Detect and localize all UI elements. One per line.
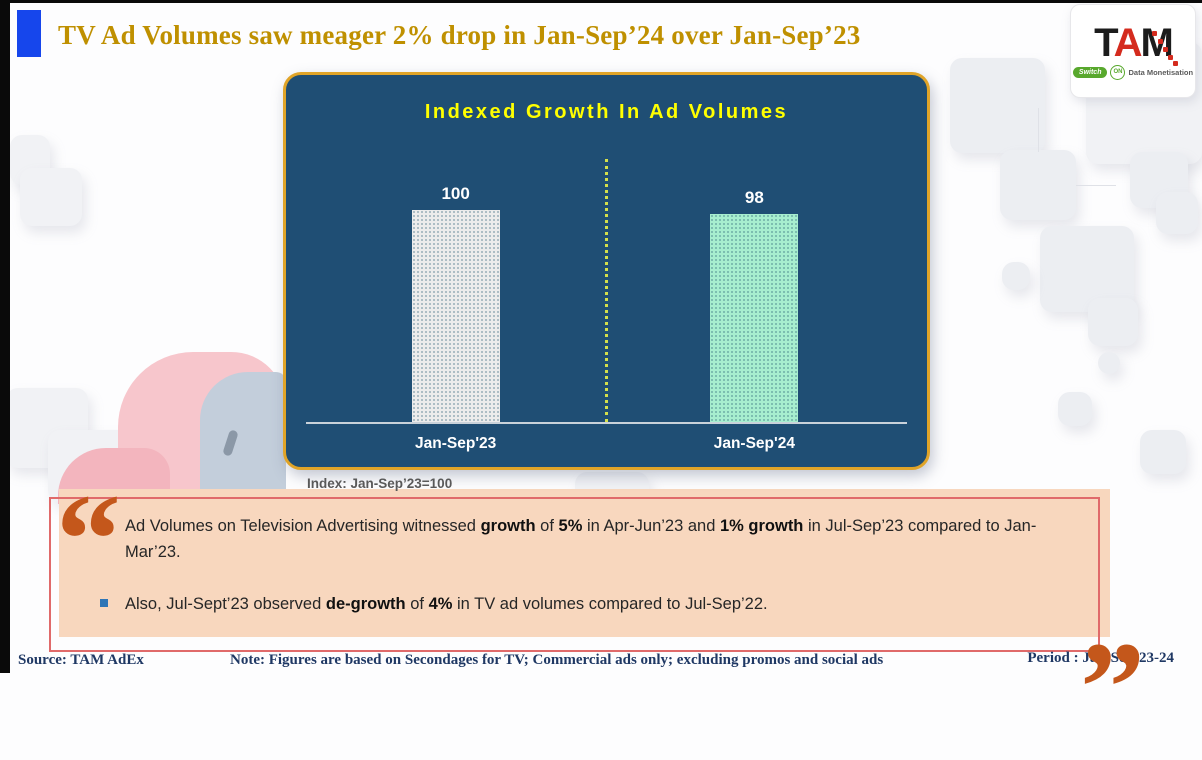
decor-square <box>1000 150 1076 220</box>
on-badge: ON <box>1110 64 1126 80</box>
slide-title: TV Ad Volumes saw meager 2% drop in Jan-… <box>58 20 861 50</box>
decor-square <box>1040 226 1134 312</box>
quote-box-border <box>49 497 1100 652</box>
quote-box-fill <box>59 489 1110 637</box>
chart-panel: Indexed Growth In Ad Volumes 100 Jan-Sep'… <box>283 72 930 470</box>
decor-square <box>20 168 82 226</box>
chart-title: Indexed Growth In Ad Volumes <box>424 101 789 123</box>
decor-line <box>1076 185 1116 186</box>
decor-square <box>1058 392 1092 426</box>
chart-plot-area: 100 Jan-Sep'23 98 Jan-Sep'24 <box>306 75 907 452</box>
chart-bar <box>411 210 500 422</box>
chart-bar <box>710 214 799 422</box>
tam-logo-wordmark: TAM <box>1094 20 1179 66</box>
person-illustration <box>200 372 286 504</box>
bullet-text: Also, Jul-Sept’23 observed de-growth of … <box>125 595 768 614</box>
chart-divider-dotted-line <box>605 159 609 422</box>
tagline-text: Data Monetisation <box>1128 67 1194 77</box>
tam-logo: TAM Switch ON Data Monetisation <box>1070 4 1196 98</box>
chart-x-axis <box>306 422 907 424</box>
logo-dots-icon <box>1150 30 1180 66</box>
footer-period: Period : Jan-Sep’23-24 <box>1027 650 1174 666</box>
title-accent-bar <box>17 10 41 57</box>
bar-value-label: 98 <box>744 188 764 207</box>
insight-bullet: Ad Volumes on Television Advertising wit… <box>100 514 1070 565</box>
decor-square <box>1156 192 1198 234</box>
bullet-text: Ad Volumes on Television Advertising wit… <box>125 517 1037 561</box>
switch-badge: Switch <box>1072 66 1108 78</box>
bar-value-label: 100 <box>441 184 470 203</box>
screen-edge-top <box>0 0 1202 3</box>
logo-letter-t: T <box>1094 20 1116 65</box>
decor-line <box>1038 108 1039 152</box>
logo-letter-a: A <box>1113 20 1143 65</box>
tam-logo-tagline: Switch ON Data Monetisation <box>1072 64 1194 80</box>
decor-square <box>1098 352 1120 374</box>
screen-edge-left <box>0 0 10 673</box>
bar-category-label: Jan-Sep'24 <box>713 435 795 452</box>
chart-index-note: Index: Jan-Sep’23=100 <box>307 476 453 491</box>
footer-note: Note: Figures are based on Secondages fo… <box>230 652 884 668</box>
decor-square <box>950 58 1045 153</box>
bullet-square-icon <box>100 521 108 529</box>
insight-bullet: Also, Jul-Sept’23 observed de-growth of … <box>100 592 1070 618</box>
decor-square <box>1088 298 1138 346</box>
decor-square <box>1002 262 1030 290</box>
bar-category-label: Jan-Sep'23 <box>415 435 497 452</box>
decor-square <box>1140 430 1186 474</box>
insight-bullet-list: Ad Volumes on Television Advertising wit… <box>100 514 1070 645</box>
footer-source: Source: TAM AdEx <box>18 652 144 668</box>
bullet-square-icon <box>100 599 108 608</box>
